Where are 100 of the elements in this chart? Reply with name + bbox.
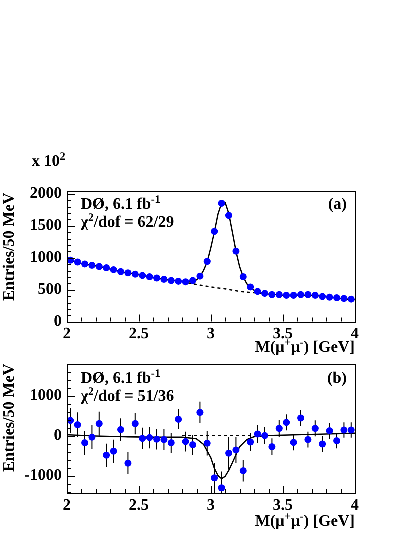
point — [340, 295, 348, 302]
point — [146, 434, 154, 442]
point — [196, 272, 204, 280]
point — [218, 200, 226, 207]
point — [290, 292, 298, 299]
y-tick-label: 0 — [54, 426, 62, 444]
point — [103, 264, 110, 272]
point — [160, 436, 168, 444]
point — [124, 460, 132, 467]
point — [247, 438, 254, 446]
point — [190, 277, 196, 284]
point — [82, 440, 88, 447]
x-tick-label: 2 — [63, 497, 71, 514]
point — [247, 284, 254, 291]
point — [74, 258, 82, 266]
point — [262, 290, 268, 298]
point — [139, 435, 146, 442]
y-axis-title: Entries/50 MeV — [1, 364, 18, 472]
y-tick-label: 2000 — [30, 185, 62, 202]
point — [96, 420, 103, 428]
annotation: χ$^{2}$/dof = 62/29 — [81, 212, 174, 231]
point — [254, 288, 262, 296]
point — [211, 474, 218, 482]
point — [283, 292, 290, 299]
point — [204, 440, 211, 447]
point — [190, 442, 196, 449]
x-tick-label: 3 — [207, 325, 215, 342]
point — [96, 263, 103, 270]
point — [240, 467, 247, 474]
point — [146, 273, 154, 280]
point — [232, 248, 240, 255]
point — [268, 291, 276, 298]
point — [254, 430, 262, 438]
point — [312, 425, 319, 432]
point — [182, 278, 190, 286]
point — [319, 440, 326, 448]
annotation: DØ, 6.1 fb$^{-1}$ — [81, 368, 161, 387]
point — [132, 420, 139, 428]
point — [232, 446, 240, 454]
point — [298, 291, 304, 298]
point — [326, 294, 334, 301]
annotation: (b) — [327, 370, 347, 387]
point — [240, 273, 247, 280]
point — [276, 425, 283, 432]
point — [160, 276, 168, 284]
point — [103, 452, 110, 459]
point — [74, 422, 82, 429]
point — [168, 277, 175, 284]
annotation: χ$^{2}$/dof = 51/36 — [81, 386, 174, 405]
point — [110, 448, 118, 455]
y-tick-label: 500 — [38, 280, 62, 298]
point — [154, 274, 160, 282]
point — [118, 268, 124, 276]
x-tick-label: 2.5 — [129, 497, 149, 514]
point — [196, 409, 204, 416]
point — [276, 291, 283, 298]
point — [204, 258, 211, 266]
point — [262, 432, 268, 440]
y-tick-label: 1000 — [30, 387, 62, 404]
point — [118, 426, 124, 434]
point — [139, 272, 146, 280]
point — [226, 450, 232, 457]
y-tick-label: 1500 — [30, 216, 62, 234]
annotation: DØ, 6.1 fb$^{-1}$ — [81, 194, 161, 213]
point — [226, 212, 232, 220]
y-tick-label: 1000 — [30, 248, 62, 266]
x-tick-label: 2 — [63, 325, 71, 342]
point — [124, 270, 132, 277]
point — [211, 228, 218, 236]
point — [326, 428, 334, 435]
point — [319, 293, 326, 300]
point — [304, 291, 312, 298]
point — [182, 438, 190, 446]
x-tick-label: 2.5 — [129, 325, 149, 342]
point — [283, 419, 290, 426]
y-tick-label: 0 — [54, 312, 62, 330]
point — [132, 270, 139, 278]
point — [340, 426, 348, 434]
point — [298, 414, 304, 422]
point — [175, 416, 182, 423]
point — [110, 266, 118, 274]
text: x 10$^{2}$ — [32, 150, 66, 170]
point — [304, 436, 312, 444]
point — [334, 438, 340, 445]
point — [154, 436, 160, 443]
point — [218, 484, 226, 492]
y-tick-label: -1000 — [24, 466, 62, 484]
point — [175, 278, 182, 285]
point — [88, 262, 96, 269]
point — [290, 439, 298, 446]
point — [348, 296, 355, 303]
x-tick-label: 3 — [207, 497, 215, 514]
y-axis-title: Entries/50 MeV — [1, 193, 18, 301]
point — [88, 434, 96, 441]
point — [348, 426, 355, 434]
point — [82, 260, 88, 268]
annotation: (a) — [328, 196, 347, 213]
point — [312, 292, 319, 299]
point — [334, 294, 340, 302]
point — [168, 440, 175, 447]
